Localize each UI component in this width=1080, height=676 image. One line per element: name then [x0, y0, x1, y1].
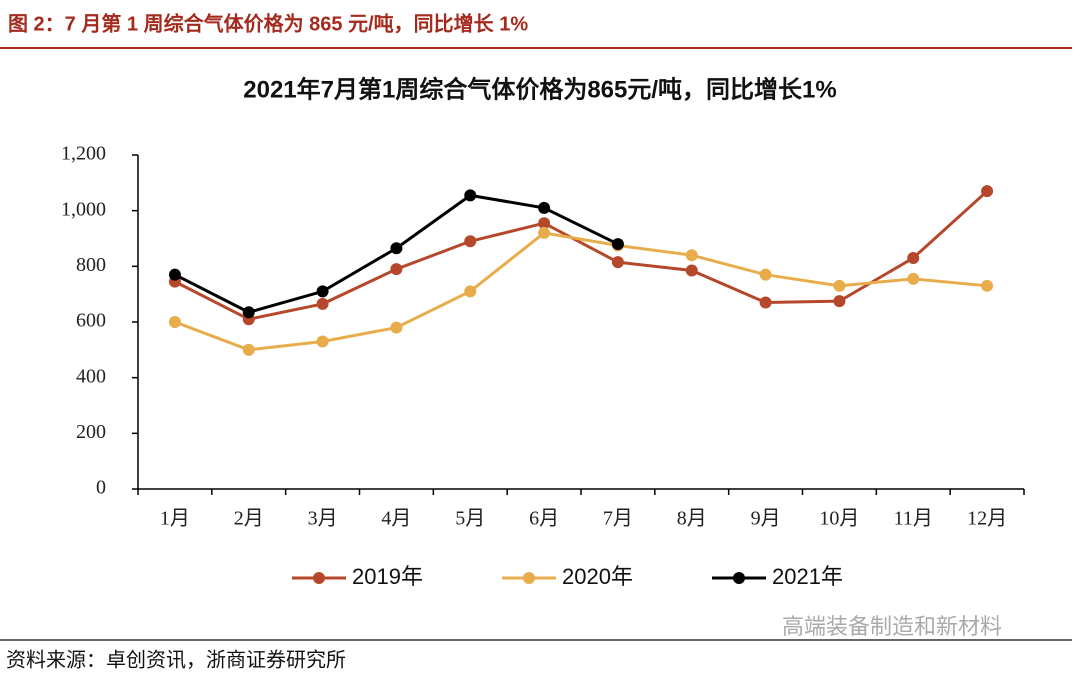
x-tick-label: 3月	[308, 508, 338, 530]
point	[316, 285, 329, 298]
x-tick-label: 8月	[677, 508, 707, 530]
point	[538, 226, 551, 239]
point	[685, 249, 698, 262]
x-tick-label: 6月	[529, 508, 559, 530]
x-tick-label: 7月	[603, 508, 633, 530]
point	[242, 343, 255, 356]
x-tick-label: 10月	[819, 508, 859, 530]
x-tick-label: 4月	[381, 508, 411, 530]
point	[168, 268, 181, 281]
legend-marker	[313, 572, 325, 584]
x-tick-label: 1月	[160, 508, 190, 530]
point	[168, 316, 181, 328]
legend-label: 2019年	[352, 564, 423, 589]
point	[833, 295, 846, 308]
point	[390, 263, 403, 276]
point	[685, 264, 698, 277]
series-line	[174, 190, 989, 321]
point	[611, 256, 624, 269]
point	[611, 238, 624, 251]
point	[390, 321, 403, 334]
point	[464, 285, 477, 298]
point	[464, 189, 477, 202]
legend-label: 2020年	[562, 564, 633, 589]
point	[907, 251, 920, 264]
point	[538, 217, 551, 230]
chart-title: 2021年7月第1周综合气体价格为865元/吨，同比增长1%	[243, 75, 836, 103]
y-tick-label: 200	[76, 421, 106, 443]
legend-label: 2021年	[772, 564, 843, 589]
x-tick-label: 2月	[234, 508, 264, 530]
source: 资料来源：卓创资讯，浙商证券研究所	[6, 648, 346, 671]
y-tick-label: 600	[76, 310, 106, 332]
point	[981, 185, 994, 198]
legend-marker	[733, 572, 745, 584]
y-tick-label: 400	[76, 365, 106, 387]
figure-caption: 图 2：7 月第 1 周综合气体价格为 865 元/吨，同比增长 1%	[8, 11, 528, 35]
series-line	[174, 231, 988, 352]
point	[759, 268, 772, 281]
point	[759, 296, 772, 309]
point	[538, 201, 551, 214]
point	[316, 335, 329, 348]
x-tick-label: 9月	[751, 508, 781, 530]
point	[390, 242, 403, 255]
x-tick-label: 11月	[894, 508, 933, 530]
y-tick-label: 1,000	[61, 198, 106, 220]
x-tick-label: 5月	[455, 508, 485, 530]
y-tick-label: 800	[76, 254, 106, 276]
point	[242, 306, 255, 319]
point	[981, 279, 994, 292]
y-tick-label: 1,200	[61, 143, 106, 165]
watermark: 高端装备制造和新材料	[782, 614, 1002, 639]
x-tick-label: 12月	[967, 508, 1007, 530]
legend-marker	[523, 572, 535, 584]
y-tick-label: 0	[96, 477, 106, 499]
point	[464, 235, 477, 248]
point	[907, 272, 920, 285]
point	[316, 297, 329, 310]
point	[833, 279, 846, 292]
